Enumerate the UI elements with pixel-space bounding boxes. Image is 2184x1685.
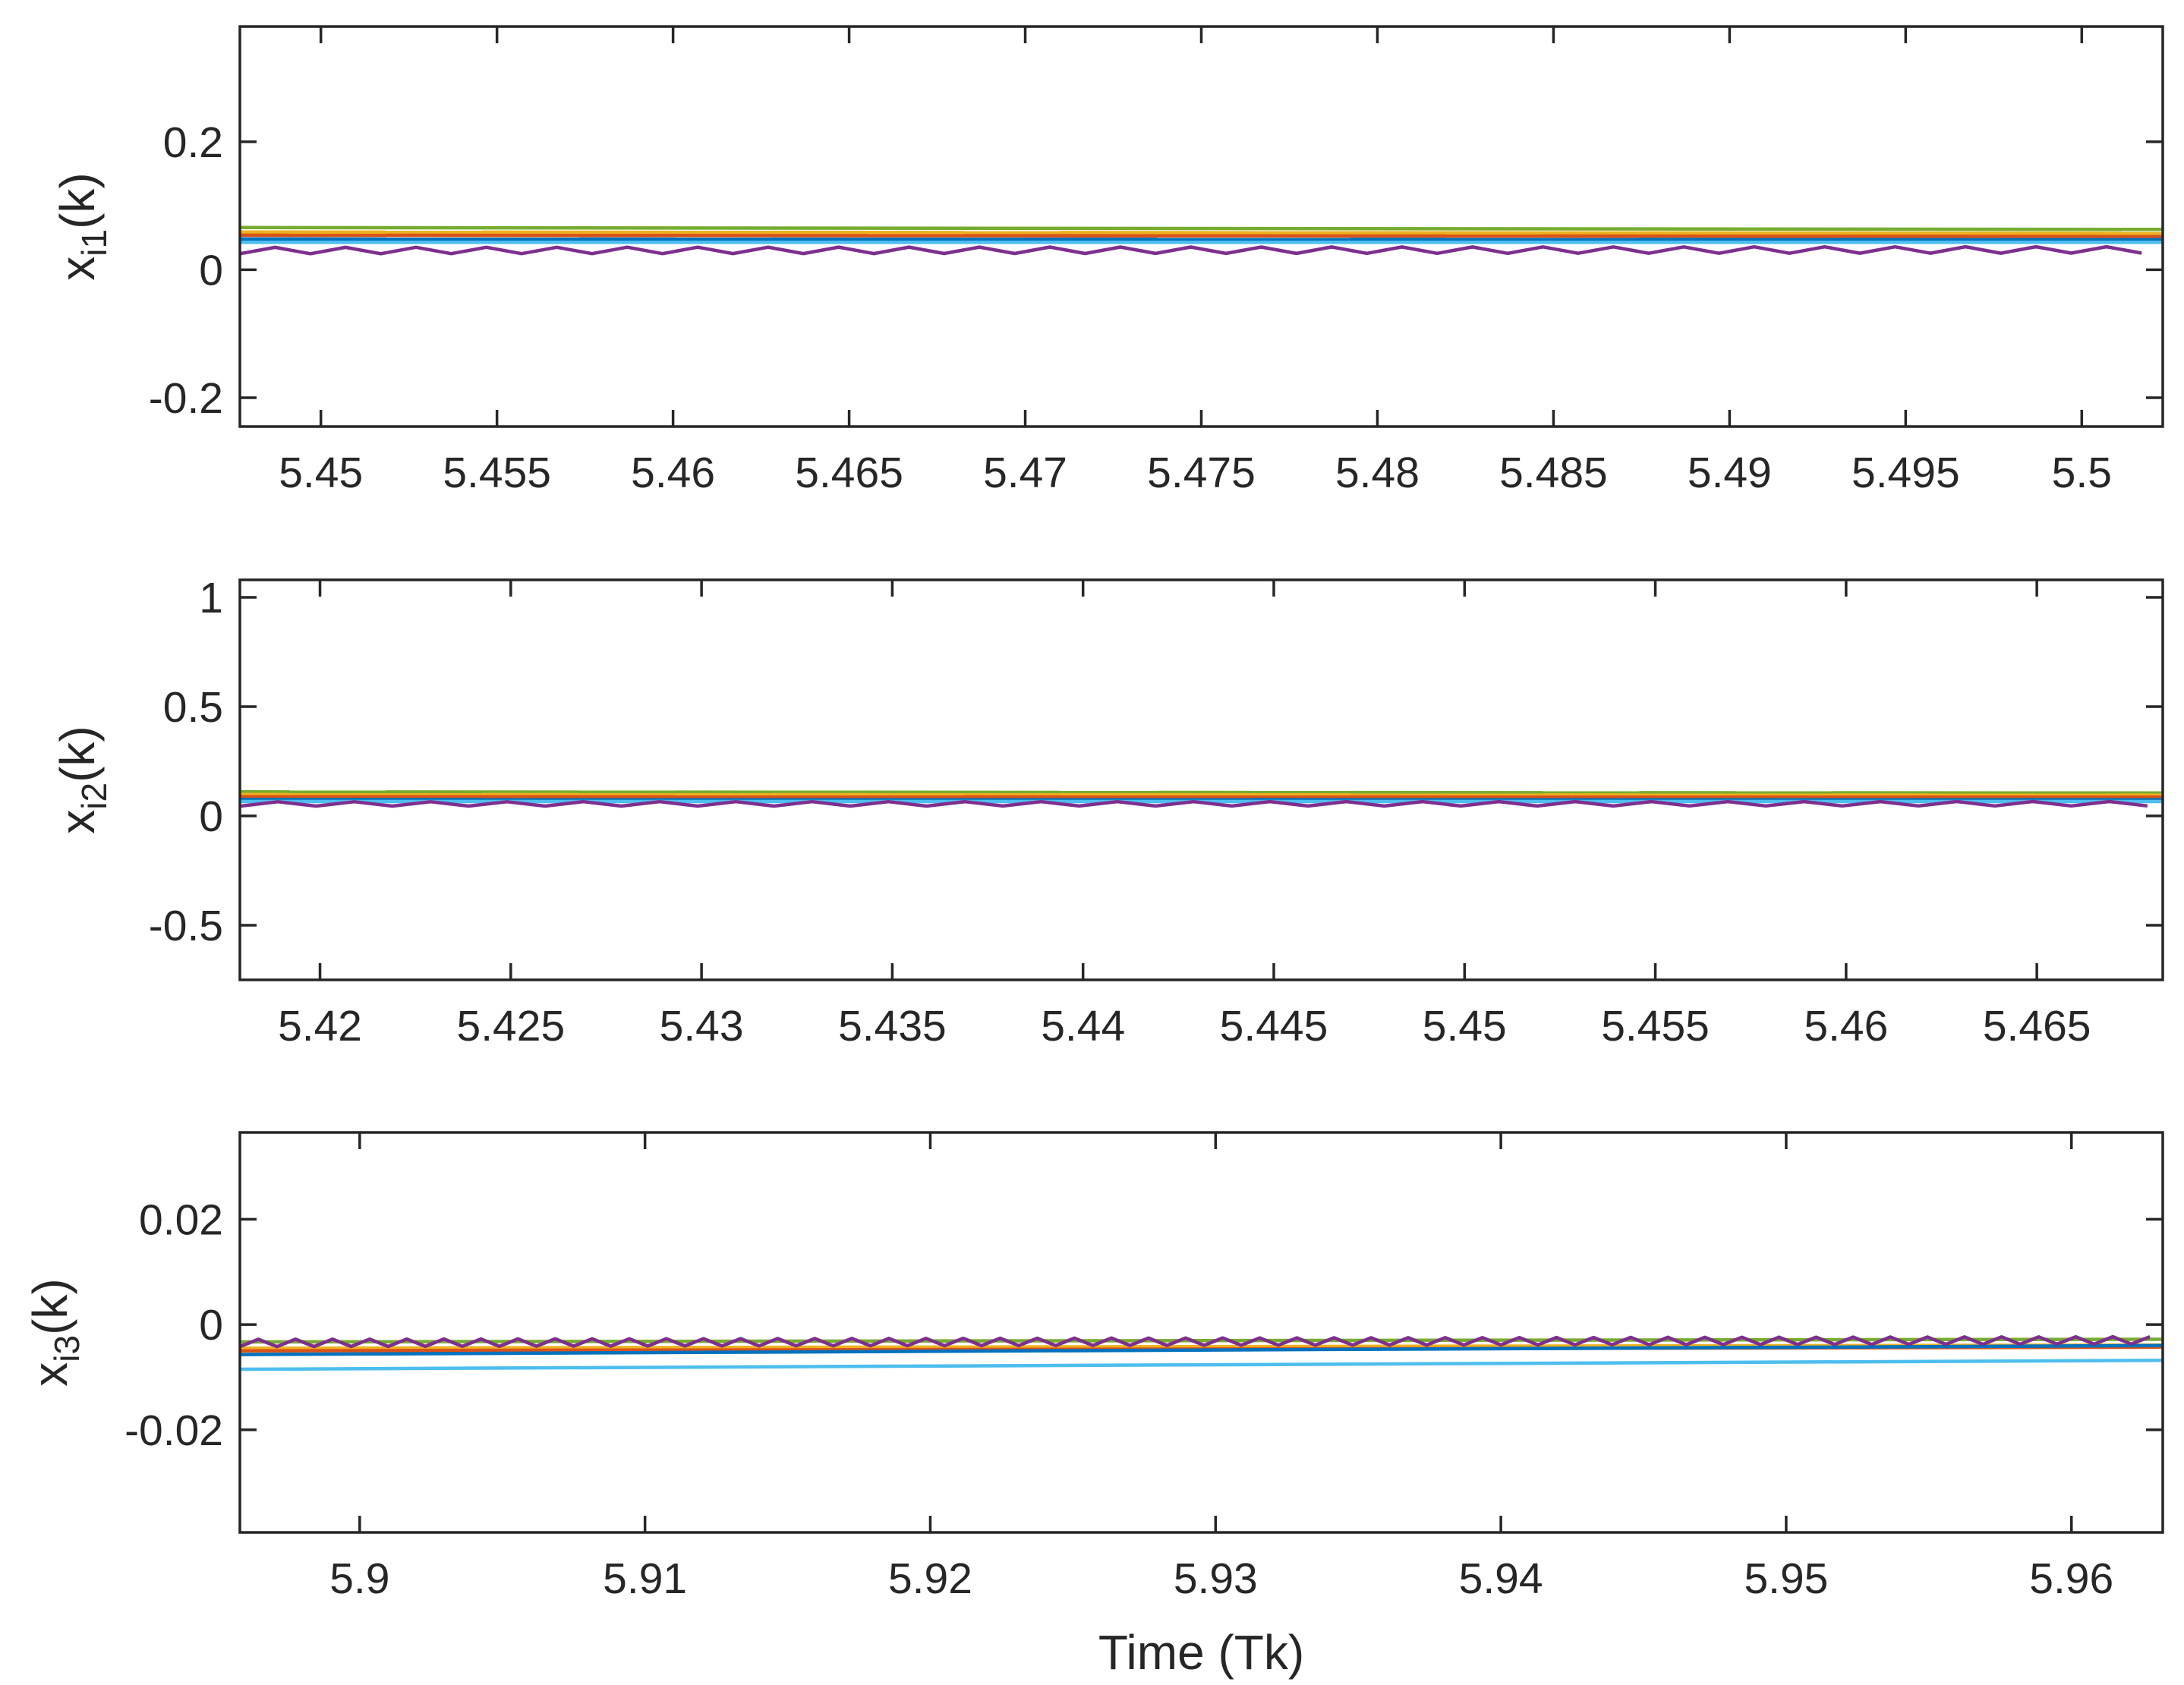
series-line-3 [240,795,2163,799]
series-line-4 [240,1343,2163,1356]
x-axis-label: Time (Tk) [1098,1625,1304,1680]
x-tick-label: 5.475 [1147,449,1256,497]
y-tick-label: 0.02 [139,1195,223,1244]
series-line-4 [240,237,2163,242]
y-tick-label: -0.5 [149,902,223,950]
x-tick-label: 5.43 [660,1002,744,1050]
x-tick-label: 5.44 [1041,1002,1125,1050]
x-tick-label: 5.45 [1423,1002,1507,1050]
series-line-1 [240,225,2163,231]
series-line-3 [240,233,2163,238]
x-tick-label: 5.42 [278,1002,362,1050]
x-tick-label: 5.47 [983,449,1067,497]
subplot-2: 5.42 5.425 5.43 5.435 5.44 5.445 5.45 5.455 5.46… [50,574,2164,1050]
y-axis-label: xi2(k) [50,726,114,833]
series-line-1 [240,790,2163,795]
x-tick-label: 5.425 [457,1002,566,1050]
x-tick-label: 5.9 [329,1554,389,1603]
x-tick-label: 5.49 [1688,449,1772,497]
plot-area [240,225,2163,256]
y-tick-label: 0 [199,246,223,294]
x-tick-label: 5.485 [1499,449,1608,497]
x-tick-label: 5.465 [1983,1002,2091,1050]
axes-frame [238,1131,2164,1534]
x-tick-label: 5.5 [2052,449,2112,497]
series-line-6 [240,1334,2151,1349]
x-tick-label: 5.45 [279,449,363,497]
y-axis-label: xi3(k) [23,1278,87,1386]
y-tick-label: 0 [199,1301,223,1350]
y-tick-label: -0.02 [124,1406,223,1455]
x-tick-label: 5.46 [631,449,715,497]
plot-area [240,1334,2163,1372]
x-tick-label: 5.435 [838,1002,947,1050]
axes-frame [238,578,2164,981]
y-tick-label: -0.2 [149,374,223,423]
x-tick-label: 5.465 [795,449,903,497]
x-tick-label: 5.94 [1459,1554,1543,1603]
x-tick-label: 5.91 [603,1554,687,1603]
x-tick-label: 5.92 [888,1554,972,1603]
series-line-6 [240,244,2142,256]
series-line-6 [240,799,2148,808]
y-tick-label: 0.5 [163,683,223,732]
x-tick-label: 5.455 [443,449,551,497]
y-tick-label: 1 [199,574,223,622]
series-line-5 [240,1359,2163,1372]
y-tick-label: 0.2 [163,118,223,167]
x-tick-label: 5.95 [1744,1554,1828,1603]
series-line-2 [240,230,2163,235]
x-tick-label: 5.455 [1601,1002,1710,1050]
y-axis-label: xi1(k) [50,172,114,280]
plot-area [240,790,2163,808]
x-tick-label: 5.93 [1174,1554,1258,1603]
x-tick-label: 5.445 [1220,1002,1328,1050]
y-tick-label: 0 [199,792,223,841]
x-tick-label: 5.48 [1335,449,1420,497]
subplot-1: 5.45 5.455 5.46 5.465 5.47 5.475 5.48 5.485 5.49… [50,25,2164,497]
x-tick-label: 5.46 [1804,1002,1888,1050]
x-tick-label: 5.495 [1852,449,1960,497]
x-tick-label: 5.96 [2029,1554,2113,1603]
subplot-3: 5.9 5.91 5.92 5.93 5.94 5.95 5.96 -0.02 0 0.02 xi3… [23,1131,2164,1680]
